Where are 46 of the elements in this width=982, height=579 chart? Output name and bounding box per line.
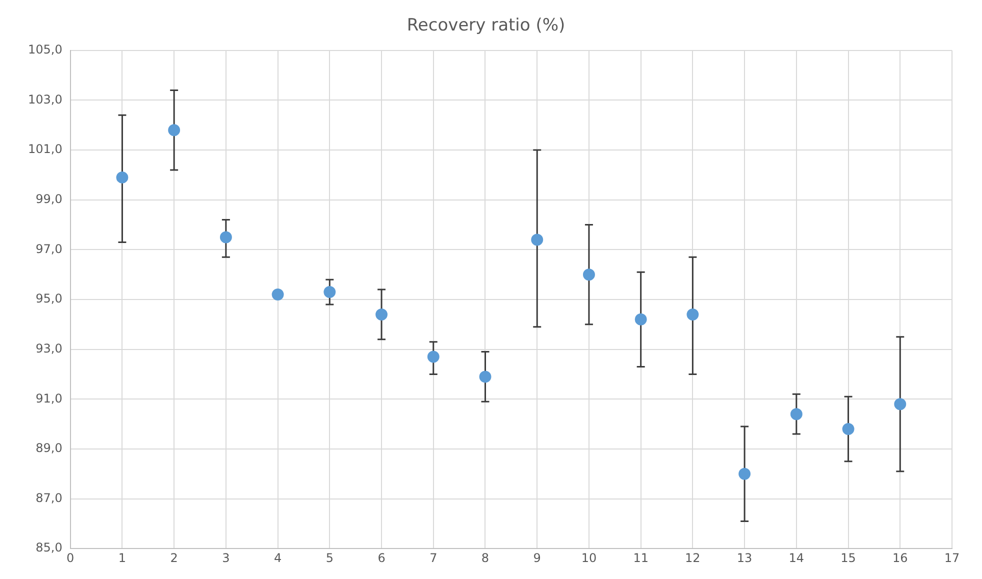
y-tick-label: 89,0 (36, 441, 62, 456)
y-tick-label: 105,0 (28, 42, 62, 57)
x-tick-label: 14 (788, 550, 804, 565)
y-tick-label: 99,0 (36, 192, 62, 206)
x-tick-label: 5 (326, 550, 334, 565)
x-tick-label: 10 (581, 550, 597, 565)
x-tick-label: 9 (533, 550, 541, 565)
y-tick-label: 95,0 (36, 292, 62, 306)
y-tick-label: 93,0 (36, 341, 62, 356)
x-tick-label: 12 (685, 550, 700, 565)
point (376, 308, 388, 320)
point (634, 313, 647, 326)
x-tick-label: 11 (633, 550, 648, 565)
y-tick-label: 91,0 (36, 391, 62, 406)
x-tick-label: 16 (892, 550, 908, 565)
point (168, 124, 180, 136)
y-tick-label: 87,0 (36, 490, 62, 505)
x-tick-label: 3 (222, 550, 230, 565)
point (894, 398, 906, 410)
point (479, 370, 492, 383)
point (324, 286, 336, 298)
x-tick-label: 0 (66, 550, 74, 565)
y-tick-label: 101,0 (28, 142, 62, 156)
x-tick-label: 2 (170, 550, 178, 565)
point (272, 288, 284, 301)
x-tick-label: 4 (274, 550, 282, 565)
chart-title: Recovery ratio (%) (406, 16, 566, 36)
point (116, 171, 128, 184)
point (531, 234, 544, 246)
y-tick-label: 85,0 (36, 540, 62, 555)
x-tick-label: 13 (736, 550, 752, 565)
point (790, 408, 802, 420)
x-tick-label: 7 (430, 550, 438, 565)
point (738, 468, 751, 480)
x-tick-label: 17 (944, 550, 960, 565)
x-tick-label: 6 (378, 550, 386, 565)
y-tick-label: 103,0 (28, 92, 62, 106)
point (842, 423, 854, 436)
x-tick-label: 8 (481, 550, 490, 565)
y-tick-label: 97,0 (36, 242, 62, 256)
point (582, 268, 595, 281)
point (686, 308, 699, 320)
point (427, 350, 440, 363)
x-tick-label: 15 (840, 550, 856, 565)
x-tick-label: 1 (118, 550, 126, 565)
point (220, 231, 232, 244)
